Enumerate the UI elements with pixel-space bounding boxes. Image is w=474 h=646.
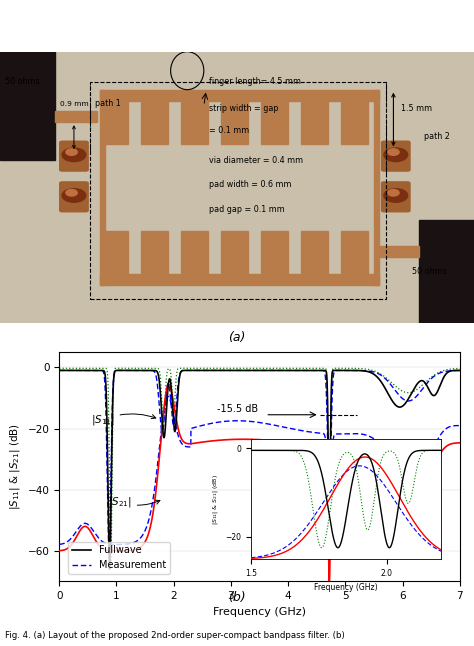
Bar <box>301 231 328 274</box>
Text: pad gap = 0.1 mm: pad gap = 0.1 mm <box>209 205 284 214</box>
Bar <box>221 231 248 274</box>
Bar <box>261 101 288 144</box>
Text: (b): (b) <box>228 591 246 604</box>
Text: 0.9 mm: 0.9 mm <box>60 101 89 107</box>
Text: path 2: path 2 <box>424 132 450 140</box>
Bar <box>261 231 288 274</box>
Circle shape <box>388 189 399 196</box>
Text: via diameter = 0.4 mm: via diameter = 0.4 mm <box>209 156 303 165</box>
Legend: Fullwave, Measurement: Fullwave, Measurement <box>68 541 170 574</box>
Circle shape <box>66 189 77 196</box>
Circle shape <box>388 149 399 155</box>
X-axis label: Frequency (GHz): Frequency (GHz) <box>213 607 306 617</box>
Bar <box>90 81 386 298</box>
Circle shape <box>66 149 77 155</box>
Bar <box>0 52 55 160</box>
FancyBboxPatch shape <box>60 141 88 171</box>
Text: 50 ohms: 50 ohms <box>5 78 39 86</box>
Text: = 0.1 mm: = 0.1 mm <box>209 126 249 135</box>
Text: strip width = gap: strip width = gap <box>209 105 278 113</box>
Bar <box>374 90 379 285</box>
Bar <box>101 101 128 144</box>
Bar <box>181 101 209 144</box>
Bar <box>100 90 105 285</box>
Circle shape <box>62 189 86 202</box>
Text: finger length= 4.5 mm: finger length= 4.5 mm <box>209 78 301 86</box>
Bar <box>100 90 379 101</box>
Text: (a): (a) <box>228 331 246 344</box>
Bar <box>100 274 379 285</box>
Text: $|S_{11}|$: $|S_{11}|$ <box>91 413 156 427</box>
Bar <box>55 111 97 122</box>
FancyBboxPatch shape <box>382 141 410 171</box>
Text: Fig. 4. (a) Layout of the proposed 2nd-order super-compact bandpass filter. (b): Fig. 4. (a) Layout of the proposed 2nd-o… <box>5 630 345 640</box>
Bar <box>101 231 128 274</box>
Text: -15.5 dB: -15.5 dB <box>217 404 258 413</box>
Circle shape <box>384 189 408 202</box>
Circle shape <box>384 148 408 162</box>
Text: pad width = 0.6 mm: pad width = 0.6 mm <box>209 180 291 189</box>
Bar <box>141 101 168 144</box>
Bar <box>379 245 419 256</box>
Text: path 1: path 1 <box>95 99 120 108</box>
FancyBboxPatch shape <box>60 182 88 212</box>
Bar <box>341 231 368 274</box>
Bar <box>221 101 248 144</box>
Y-axis label: $|S_{11}|$ & $|S_{21}|$ (dB): $|S_{11}|$ & $|S_{21}|$ (dB) <box>8 423 22 510</box>
Text: 50 ohms: 50 ohms <box>412 267 447 276</box>
Bar <box>141 231 168 274</box>
Bar <box>301 101 328 144</box>
Text: 1.5 mm: 1.5 mm <box>401 105 432 113</box>
Circle shape <box>62 148 86 162</box>
Bar <box>419 220 474 323</box>
X-axis label: Frequency (GHz): Frequency (GHz) <box>314 583 378 592</box>
Y-axis label: $|S_{11}|$ & $S_{21}|$ (dB): $|S_{11}|$ & $S_{21}|$ (dB) <box>211 474 220 525</box>
Bar <box>181 231 209 274</box>
FancyBboxPatch shape <box>382 182 410 212</box>
Text: $|S_{21}|$: $|S_{21}|$ <box>108 495 160 510</box>
Bar <box>341 101 368 144</box>
